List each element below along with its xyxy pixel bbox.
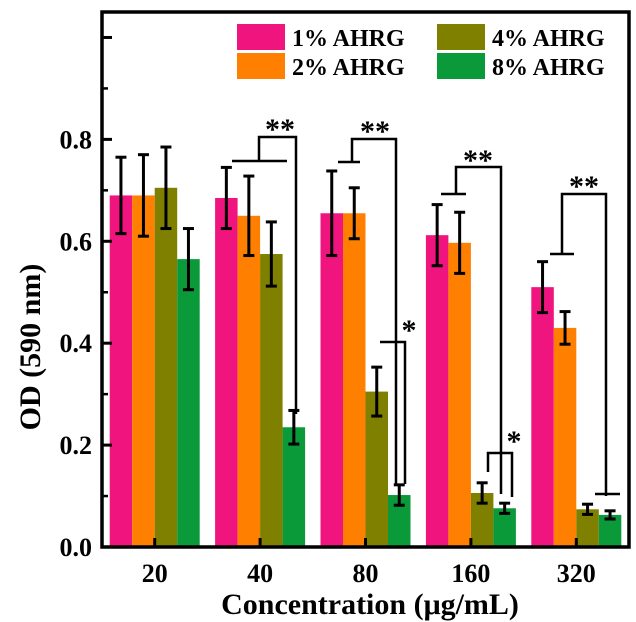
bar	[154, 187, 178, 548]
bar	[493, 508, 516, 547]
bar	[365, 391, 388, 547]
bar	[132, 195, 155, 547]
bar	[576, 509, 599, 547]
bar	[598, 514, 622, 547]
bar	[177, 259, 200, 547]
significance-annotations: ** ********	[232, 113, 620, 497]
significance-label: **	[463, 144, 493, 177]
legend-swatch	[437, 53, 485, 79]
bar	[260, 254, 283, 547]
legend: 1% AHRG 2% AHRG 4% AHRG 8% AHRG	[237, 24, 605, 81]
y-tick-label: 0.2	[60, 431, 93, 460]
significance-label: *	[402, 314, 417, 347]
bar	[282, 427, 306, 547]
significance-label: **	[569, 170, 599, 203]
legend-label: 2% AHRG	[292, 55, 405, 81]
bar	[553, 327, 577, 547]
x-tick-label: 80	[353, 559, 379, 588]
legend-swatch	[237, 53, 285, 79]
bar	[237, 215, 261, 548]
y-tick-label: 0.6	[60, 227, 93, 256]
marks-layer	[109, 145, 622, 548]
x-tick-label: 320	[557, 559, 596, 588]
x-axis-label: Concentration (μg/mL)	[221, 588, 519, 621]
axis-layer: 0.0 0.2 0.4 0.6 0.8 20 40 80 160 320	[60, 10, 631, 588]
bar	[448, 242, 471, 548]
bar	[343, 213, 366, 547]
y-tick-label: 0.4	[60, 329, 93, 358]
y-tick-label: 0.0	[60, 533, 93, 562]
legend-swatch	[437, 24, 485, 50]
y-axis-label: OD (590 nm)	[14, 264, 47, 431]
x-tick-label: 160	[451, 559, 490, 588]
y-tick-label: 0.8	[60, 125, 93, 154]
significance-label: **	[265, 113, 295, 146]
legend-swatch	[237, 24, 285, 50]
legend-label: 8% AHRG	[492, 55, 605, 81]
x-tick-label: 20	[142, 559, 168, 588]
bar	[388, 495, 411, 547]
bracket	[486, 451, 514, 497]
legend-label: 4% AHRG	[492, 26, 605, 52]
bracket	[454, 165, 503, 494]
significance-label: **	[360, 115, 390, 148]
x-tick-label: 40	[247, 559, 273, 588]
legend-label: 1% AHRG	[292, 26, 405, 52]
bar	[109, 195, 133, 547]
bracket	[380, 340, 407, 484]
bar	[215, 197, 238, 547]
significance-label: *	[507, 425, 522, 458]
bar	[425, 235, 449, 547]
bar	[320, 213, 343, 547]
bracket	[257, 135, 298, 414]
bar	[470, 492, 494, 547]
bracket	[560, 192, 608, 496]
bracket	[350, 137, 398, 484]
bar	[531, 287, 554, 547]
